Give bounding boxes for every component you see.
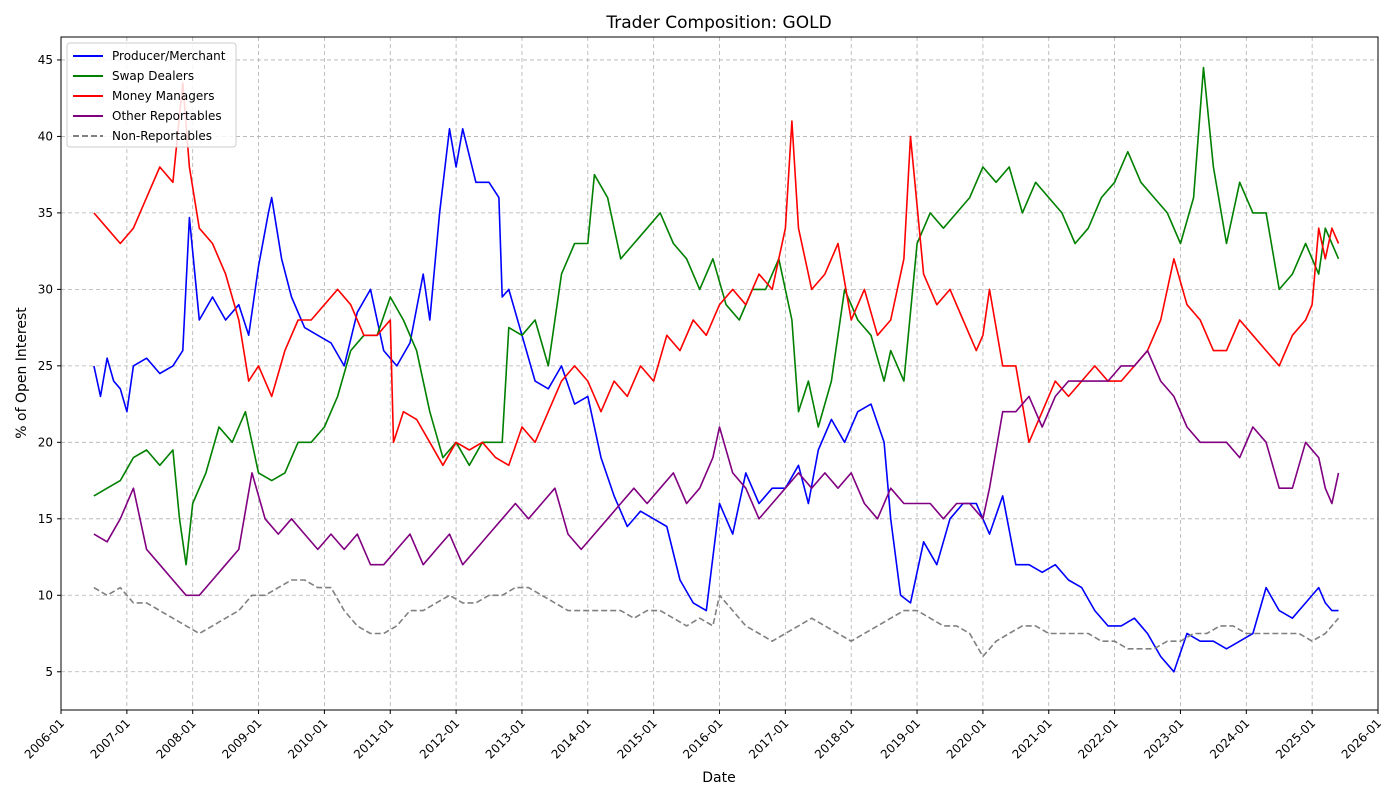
- grid: [60, 37, 1379, 710]
- series-line-3: [93, 349, 1340, 597]
- legend-label: Other Reportables: [112, 109, 222, 123]
- x-tick-label: 2011-01: [351, 716, 396, 761]
- legend-label: Money Managers: [112, 89, 214, 103]
- x-tick-label: 2016-01: [680, 716, 725, 761]
- x-tick-label: 2010-01: [285, 716, 330, 761]
- y-tick-label: 30: [38, 282, 53, 296]
- series-lines: [93, 66, 1340, 673]
- x-tick-label: 2025-01: [1273, 716, 1318, 761]
- x-tick-label: 2018-01: [812, 716, 857, 761]
- x-tick-label: 2012-01: [417, 716, 462, 761]
- x-tick-label: 2022-01: [1075, 716, 1120, 761]
- y-axis-label: % of Open Interest: [14, 307, 30, 439]
- x-tick-label: 2015-01: [614, 716, 659, 761]
- x-tick-label: 2017-01: [746, 716, 791, 761]
- y-axis-ticks: 5 10 15 20 25 30 35 40 45: [38, 53, 61, 679]
- x-tick-label: 2024-01: [1207, 716, 1252, 761]
- x-tick-label: 2013-01: [483, 716, 528, 761]
- series-line-1: [93, 66, 1340, 566]
- legend: Producer/Merchant Swap Dealers Money Manag…: [66, 42, 237, 148]
- chart-title: Trader Composition: GOLD: [605, 13, 831, 33]
- y-tick-label: 15: [38, 512, 53, 526]
- x-tick-label: 2019-01: [878, 716, 923, 761]
- series-line-0: [93, 128, 1339, 673]
- legend-box: [66, 42, 237, 148]
- x-tick-label: 2008-01: [153, 716, 198, 761]
- x-tick-label: 2006-01: [22, 716, 67, 761]
- y-tick-label: 10: [38, 588, 53, 602]
- y-tick-label: 40: [38, 129, 53, 143]
- x-tick-label: 2014-01: [549, 716, 594, 761]
- y-tick-label: 25: [38, 359, 53, 373]
- legend-label: Non-Reportables: [112, 129, 212, 143]
- x-tick-label: 2007-01: [88, 716, 133, 761]
- series-line-4: [93, 579, 1340, 658]
- x-tick-label: 2009-01: [219, 716, 264, 761]
- x-tick-label: 2026-01: [1339, 716, 1384, 761]
- y-tick-label: 20: [38, 435, 53, 449]
- y-tick-label: 35: [38, 206, 53, 220]
- x-axis-ticks: 2006-01 2007-01 2008-01 2009-01 2010-01 2011-…: [22, 710, 1384, 762]
- x-tick-label: 2023-01: [1141, 716, 1186, 761]
- x-axis-label: Date: [702, 770, 735, 786]
- legend-label: Producer/Merchant: [112, 49, 226, 63]
- series-line-2: [93, 82, 1340, 467]
- x-tick-label: 2021-01: [1010, 716, 1055, 761]
- y-tick-label: 45: [38, 53, 53, 67]
- y-tick-label: 5: [45, 665, 53, 679]
- legend-label: Swap Dealers: [112, 69, 194, 83]
- x-tick-label: 2020-01: [944, 716, 989, 761]
